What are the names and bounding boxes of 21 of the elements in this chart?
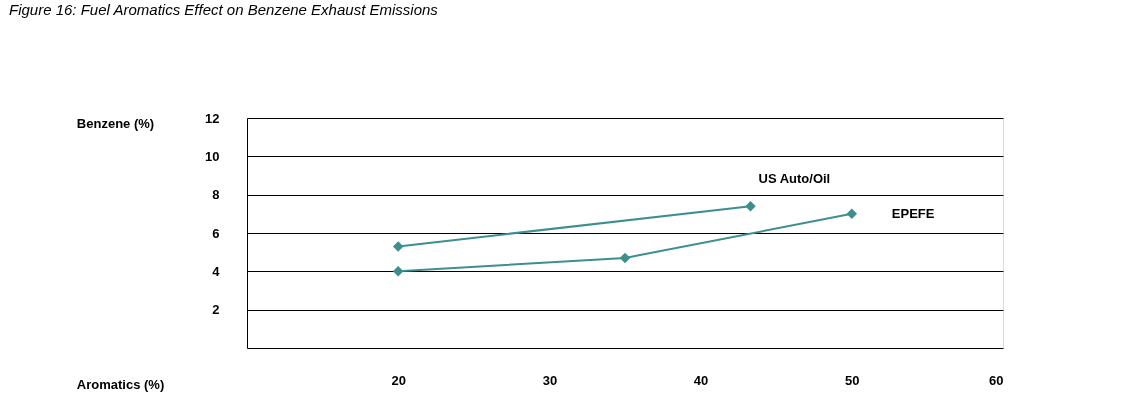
y-tick-label: 6 — [212, 225, 220, 241]
x-tick-label: 40 — [693, 372, 709, 388]
x-tick-label: 30 — [542, 372, 558, 388]
series-label: US Auto/Oil — [758, 171, 831, 187]
y-tick-label: 10 — [205, 148, 220, 164]
y-axis-title: Benzene (%) — [76, 115, 155, 131]
point — [846, 208, 858, 220]
x-axis-title: Aromatics (%) — [76, 376, 165, 392]
point — [619, 252, 631, 264]
chart-title: Figure 16: Fuel Aromatics Effect on Benzene Exhaust Emissions — [9, 1, 439, 18]
x-tick-label: 60 — [989, 372, 1004, 388]
y-tick-label: 12 — [205, 110, 220, 126]
point — [392, 241, 404, 252]
text: EPEFE — [891, 205, 935, 221]
y-tick-label: 2 — [212, 302, 220, 318]
y-tick-label: 4 — [212, 263, 221, 279]
x-tick-label: 20 — [391, 372, 406, 388]
y-tick-label: 8 — [212, 187, 220, 203]
point — [745, 200, 756, 212]
x-tick-label: 50 — [845, 372, 860, 388]
point — [392, 266, 404, 277]
